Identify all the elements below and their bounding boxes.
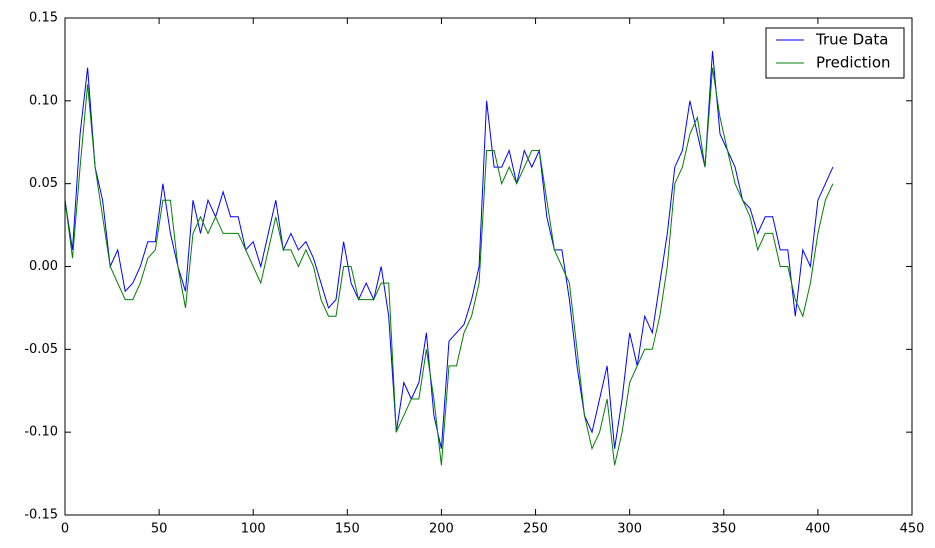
plot-frame (64, 17, 913, 516)
y-tick-label: -0.15 (24, 508, 58, 523)
y-tick-label: -0.05 (24, 342, 58, 357)
y-tick-label: 0.00 (29, 259, 58, 274)
x-tick-label: 200 (429, 522, 454, 537)
y-tick-label: 0.05 (29, 176, 58, 191)
y-tick-label: 0.10 (29, 93, 58, 108)
legend-box (765, 27, 905, 79)
y-tick-label: 0.15 (29, 11, 58, 26)
x-tick-label: 100 (241, 522, 266, 537)
x-tick-label: 350 (711, 522, 736, 537)
x-tick-label: 450 (900, 522, 925, 537)
x-tick-label: 300 (617, 522, 642, 537)
legend-label: True Data (815, 31, 888, 49)
x-tick-label: 0 (61, 522, 69, 537)
data-line (64, 67, 834, 466)
y-tick-label: -0.10 (24, 425, 58, 440)
x-tick-label: 250 (523, 522, 548, 537)
data-line (64, 51, 834, 449)
legend-label: Prediction (816, 54, 891, 72)
x-tick-label: 150 (335, 522, 360, 537)
x-tick-label: 50 (151, 522, 168, 537)
x-tick-label: 400 (805, 522, 830, 537)
